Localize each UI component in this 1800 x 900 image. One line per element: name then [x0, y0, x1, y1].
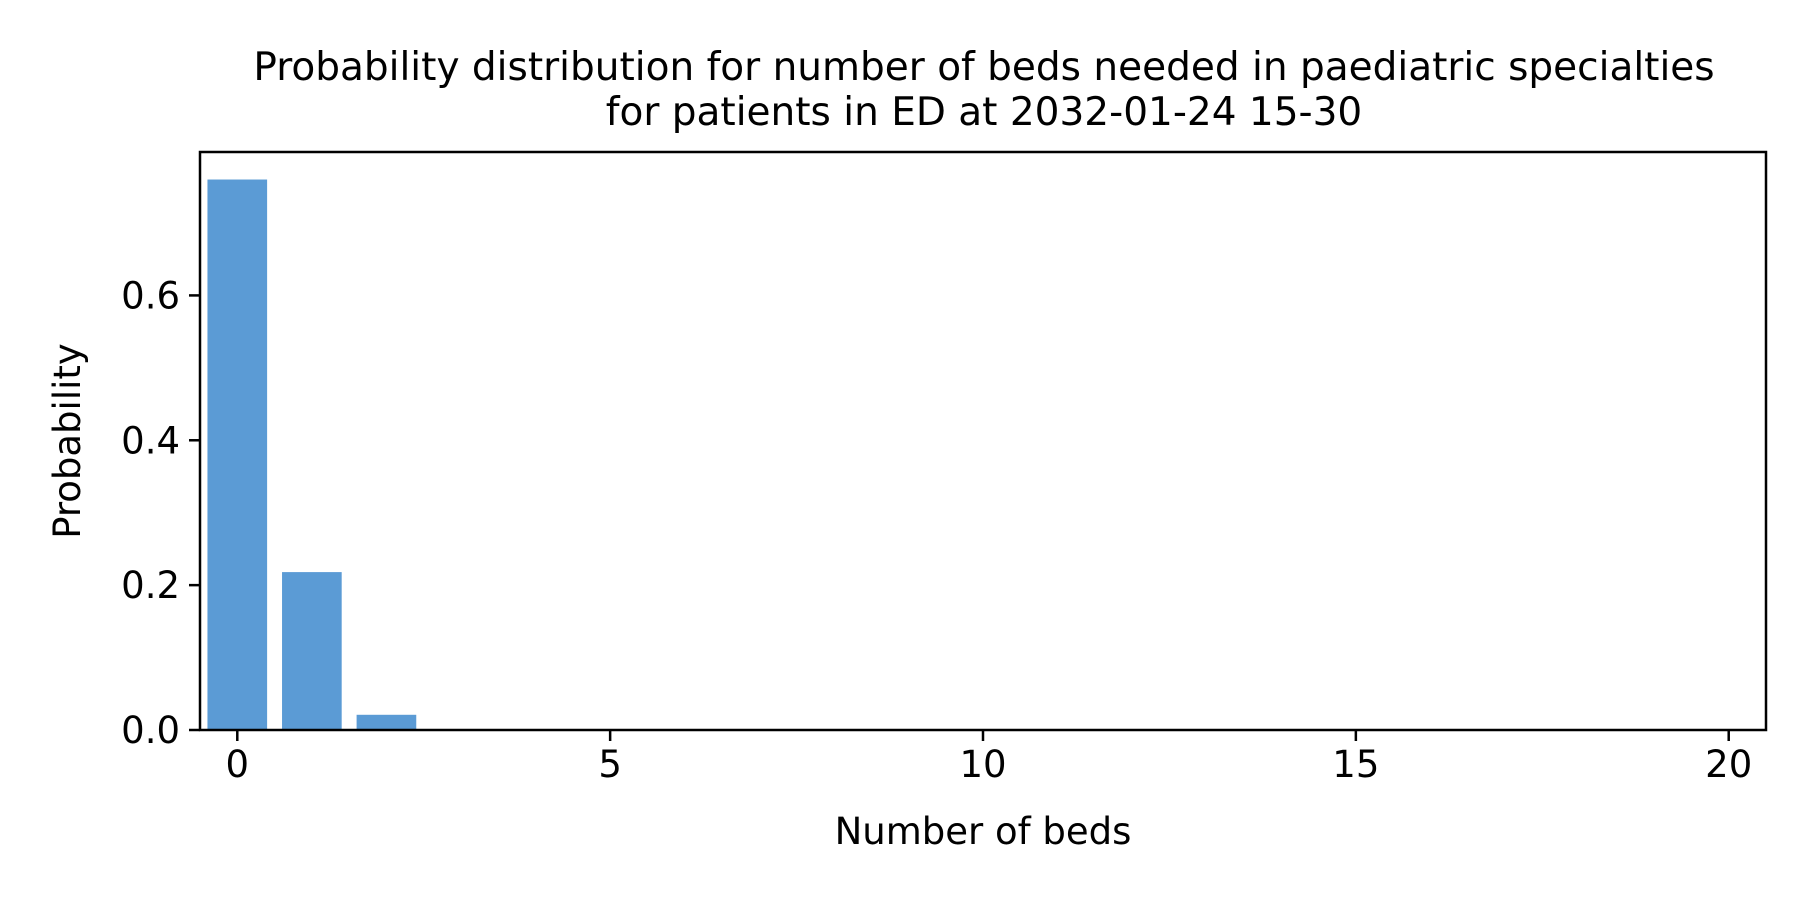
bar-0	[207, 179, 268, 730]
x-tick-label: 10	[959, 743, 1006, 786]
chart-title-line-2: for patients in ED at 2032-01-24 15-30	[606, 90, 1363, 135]
x-tick-label: 0	[226, 743, 250, 786]
x-axis-label: Number of beds	[835, 810, 1132, 853]
x-tick-label: 15	[1332, 743, 1379, 786]
y-tick-label: 0.4	[121, 419, 180, 462]
x-tick-label: 20	[1705, 743, 1752, 786]
bar-2	[356, 714, 417, 730]
y-tick-label: 0.2	[121, 564, 180, 607]
bar-1	[282, 572, 342, 730]
x-axis: 0 5 10 15 20	[226, 730, 1752, 786]
y-tick-label: 0.0	[121, 709, 180, 752]
y-axis-label: Probability	[46, 343, 89, 539]
y-axis: 0.0 0.2 0.4 0.6	[121, 274, 200, 752]
plot-frame	[198, 150, 1768, 732]
x-tick-label: 5	[598, 743, 622, 786]
bars-group	[207, 179, 491, 730]
y-tick-label: 0.6	[121, 274, 180, 317]
chart-title-line-1: Probability distribution for number of b…	[253, 45, 1714, 90]
